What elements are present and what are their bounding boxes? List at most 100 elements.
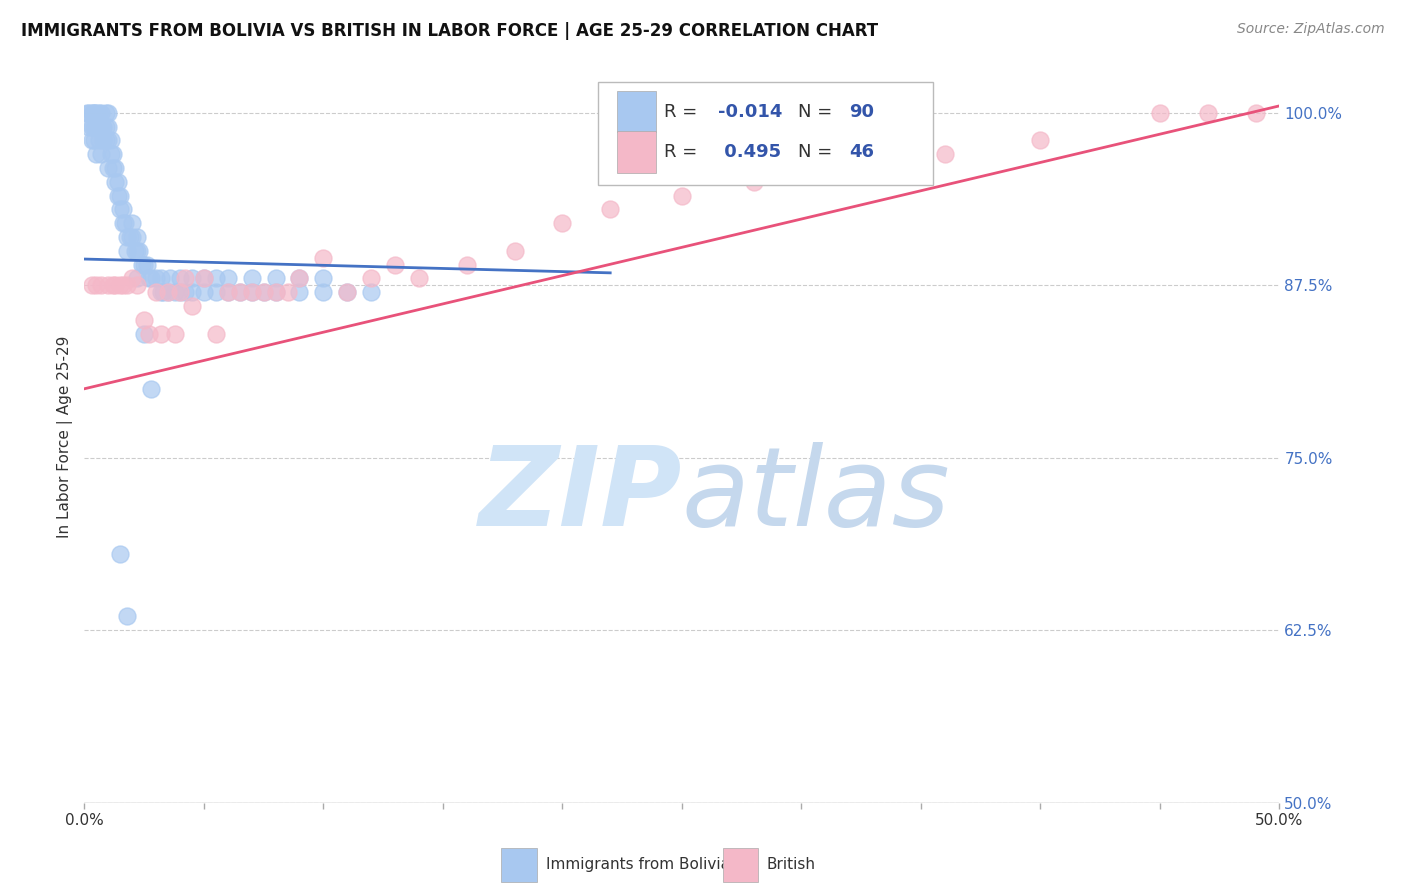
Point (93, 133, 115, 147)
Point (934, 147, 956, 161)
Point (253, 285, 276, 300)
FancyBboxPatch shape (617, 91, 655, 132)
Point (87, 133, 110, 147)
Point (671, 188, 693, 202)
Point (205, 285, 228, 300)
Point (165, 326, 187, 341)
Point (101, 278, 124, 293)
Point (80, 278, 103, 293)
Text: -0.014: -0.014 (718, 103, 782, 120)
Point (125, 278, 148, 293)
Point (312, 271, 335, 285)
Point (117, 230, 139, 244)
Point (138, 326, 160, 341)
Point (80, 105, 103, 120)
Point (111, 202, 134, 217)
Text: 46: 46 (849, 143, 875, 161)
Text: IMMIGRANTS FROM BOLIVIA VS BRITISH IN LABOR FORCE | AGE 25-29 CORRELATION CHART: IMMIGRANTS FROM BOLIVIA VS BRITISH IN LA… (21, 22, 879, 40)
Point (132, 312, 156, 326)
Point (83, 120, 105, 134)
Point (169, 285, 191, 300)
Point (100, 147, 122, 161)
Point (229, 285, 252, 300)
Point (551, 216, 574, 230)
Point (169, 285, 191, 300)
Point (264, 271, 287, 285)
Point (121, 271, 143, 285)
Point (141, 271, 163, 285)
Point (90, 120, 112, 134)
Point (104, 175, 127, 189)
Point (503, 244, 526, 258)
Text: British: British (766, 857, 815, 872)
Point (384, 258, 406, 272)
Point (132, 258, 156, 272)
Point (838, 161, 860, 175)
Point (97, 133, 120, 147)
Point (77, 120, 100, 134)
Point (90, 278, 112, 293)
Point (117, 609, 139, 624)
Point (205, 326, 228, 341)
Point (240, 271, 263, 285)
Point (97, 105, 120, 120)
FancyBboxPatch shape (502, 847, 537, 882)
Point (110, 548, 132, 562)
Point (86, 105, 108, 120)
Point (117, 244, 139, 258)
Point (124, 244, 146, 258)
Point (181, 299, 204, 313)
Point (93, 120, 115, 134)
Point (101, 147, 124, 161)
Text: 90: 90 (849, 103, 875, 120)
Point (1197, 105, 1219, 120)
Point (312, 285, 335, 300)
Text: N =: N = (797, 143, 838, 161)
Point (1149, 105, 1171, 120)
Point (125, 271, 148, 285)
Text: atlas: atlas (682, 442, 950, 549)
FancyBboxPatch shape (599, 82, 934, 185)
Point (111, 278, 134, 293)
FancyBboxPatch shape (723, 847, 758, 882)
Point (77, 105, 100, 120)
Point (159, 271, 181, 285)
Point (104, 161, 127, 175)
Point (86, 278, 108, 293)
Point (94, 133, 117, 147)
Point (107, 188, 129, 202)
FancyBboxPatch shape (617, 131, 655, 173)
Point (205, 271, 228, 285)
Point (336, 285, 359, 300)
Point (80, 120, 103, 134)
Point (138, 271, 160, 285)
Point (100, 133, 122, 147)
Point (152, 285, 174, 300)
Point (97, 278, 120, 293)
Point (264, 285, 287, 300)
Point (118, 230, 141, 244)
Point (312, 251, 335, 265)
Point (288, 271, 311, 285)
Point (264, 285, 287, 300)
Text: R =: R = (664, 143, 703, 161)
Point (173, 271, 195, 285)
Point (193, 285, 215, 300)
Point (110, 188, 132, 202)
Point (149, 271, 172, 285)
Point (149, 285, 172, 300)
Point (165, 285, 187, 300)
Point (217, 271, 239, 285)
Point (229, 285, 252, 300)
Point (97, 161, 120, 175)
Point (157, 285, 180, 300)
Point (86, 147, 108, 161)
Point (121, 230, 143, 244)
Point (456, 258, 478, 272)
Point (360, 285, 382, 300)
Point (240, 285, 263, 300)
Point (117, 278, 139, 293)
Point (193, 271, 215, 285)
Point (193, 271, 215, 285)
Point (135, 258, 157, 272)
